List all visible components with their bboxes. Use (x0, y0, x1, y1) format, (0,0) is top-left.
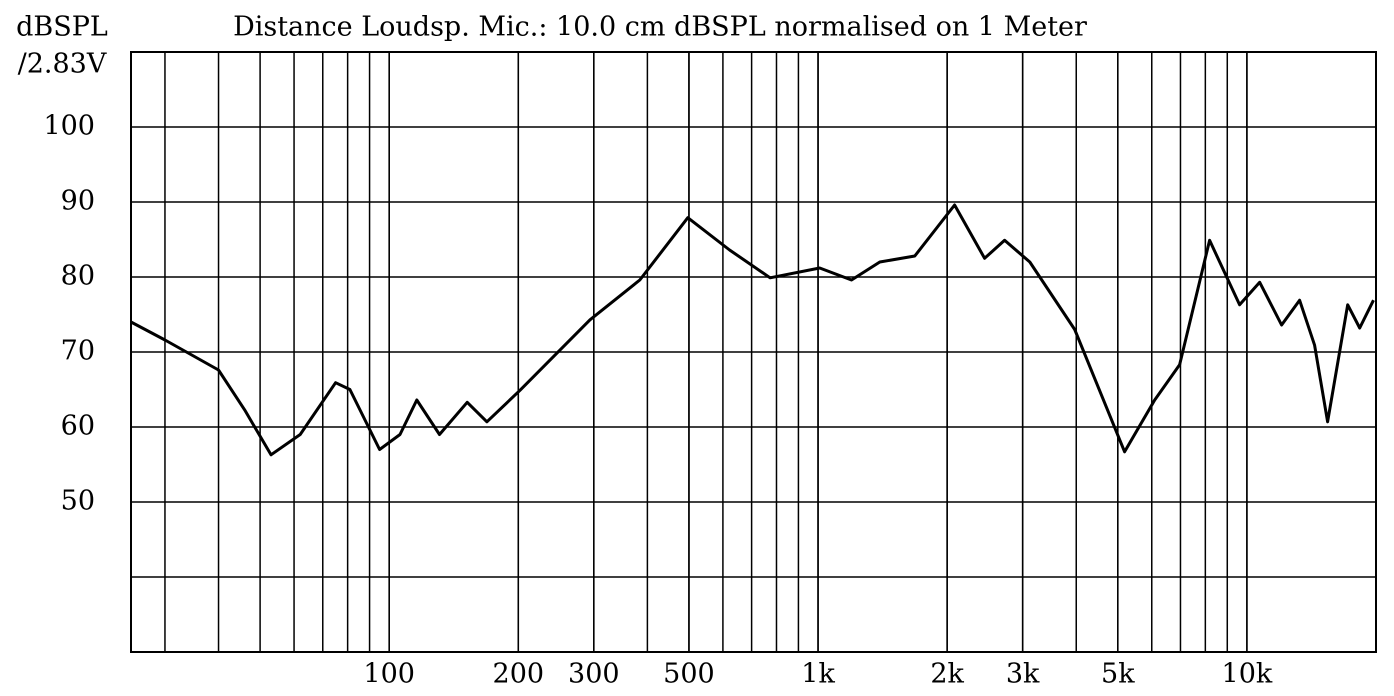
y-axis-label: /2.83V (18, 49, 107, 80)
response-curve (130, 203, 1375, 457)
y-tick-label: 100 (43, 111, 95, 142)
x-tick-label: 2k (930, 659, 964, 690)
y-tick-label: 60 (61, 411, 95, 442)
x-tick-label: 5k (1101, 659, 1135, 690)
x-tick-label: 1k (801, 659, 835, 690)
y-tick-label: 90 (61, 186, 95, 217)
plot-frame (130, 51, 1377, 653)
chart-title: Distance Loudsp. Mic.: 10.0 cm dBSPL nor… (233, 12, 1087, 43)
x-tick-label: 300 (568, 659, 620, 690)
y-tick-label: 80 (61, 261, 95, 292)
y-tick-label: 70 (61, 336, 95, 367)
y-axis-label: dBSPL (16, 12, 108, 43)
x-tick-label: 100 (363, 659, 415, 690)
x-tick-label: 3k (1006, 659, 1040, 690)
x-tick-label: 200 (493, 659, 545, 690)
y-tick-label: 50 (61, 486, 95, 517)
x-tick-label: 10k (1222, 659, 1273, 690)
x-tick-label: 500 (663, 659, 715, 690)
